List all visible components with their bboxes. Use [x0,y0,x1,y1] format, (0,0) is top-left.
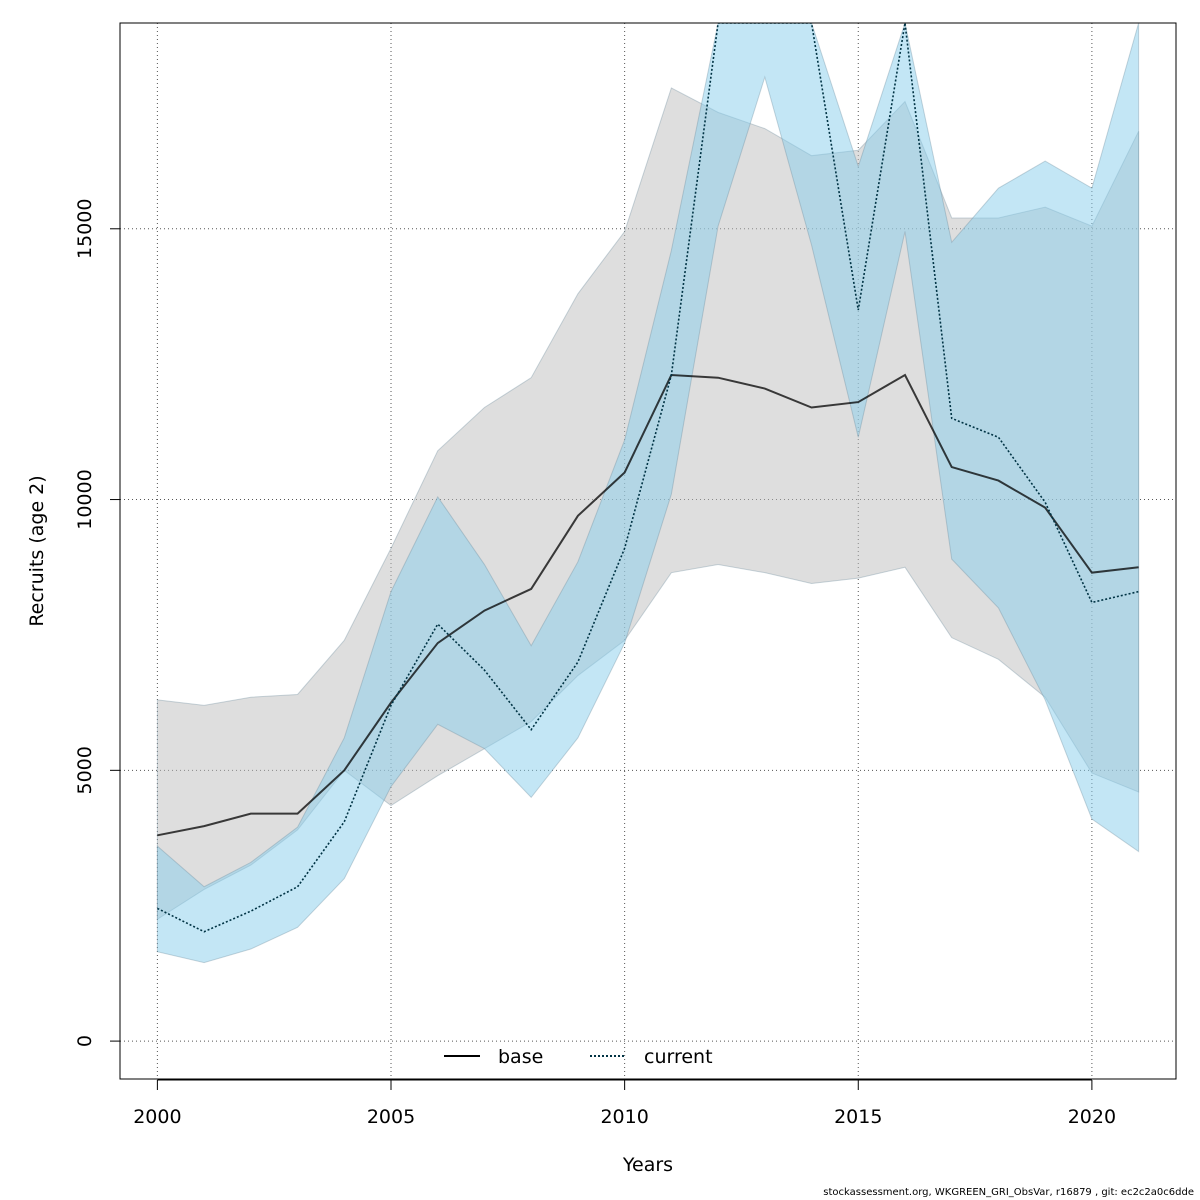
y-tick-label: 0 [74,1035,96,1047]
x-tick-label: 2005 [367,1106,415,1128]
x-tick-label: 2010 [600,1106,648,1128]
series-line-base [157,373,1139,837]
x-tick-label: 2015 [834,1106,882,1128]
x-tick-label: 2020 [1068,1106,1116,1128]
y-axis-title: Recruits (age 2) [26,475,48,626]
legend-label-base: base [498,1046,543,1068]
legend: base current [444,1046,713,1068]
y-tick-label: 10000 [74,469,96,529]
x-tick-label: 2000 [133,1106,181,1128]
y-tick-label: 5000 [74,746,96,794]
footer-caption: stockassessment.org, WKGREEN_GRI_ObsVar,… [823,1187,1194,1198]
legend-label-current: current [644,1046,713,1068]
y-axis: 0 5000 10000 15000 [74,199,121,1047]
x-axis-title: Years [622,1154,673,1176]
series-lines [157,23,1139,933]
confidence-band-current [156,23,1140,964]
x-axis: 2000 2005 2010 2015 2020 [133,1079,1116,1128]
confidence-bands [156,23,1140,964]
y-tick-label: 15000 [74,199,96,259]
